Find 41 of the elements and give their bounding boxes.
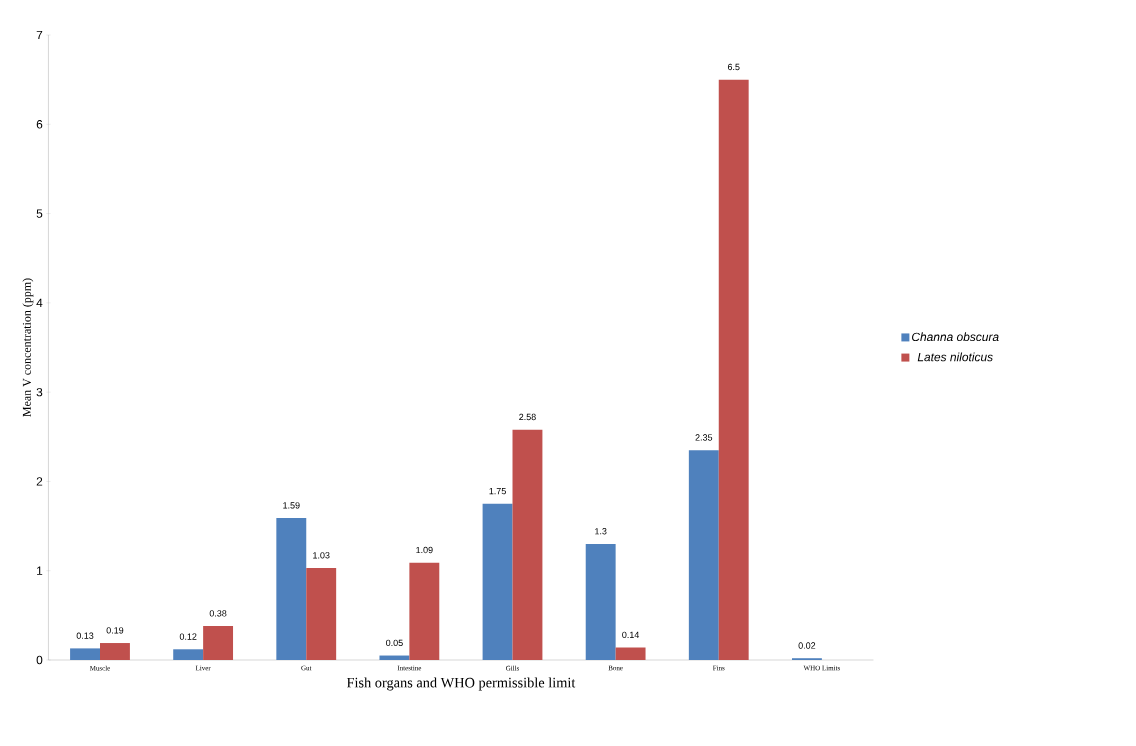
bar	[615, 647, 646, 660]
bar	[70, 648, 100, 660]
y-tick-label: 1	[37, 566, 43, 575]
bar	[585, 543, 616, 660]
data-label: 1.3	[595, 528, 607, 535]
bar	[482, 503, 513, 660]
bar	[512, 429, 543, 660]
y-tick-label: 0	[36, 655, 43, 665]
y-tick-label: 2	[36, 477, 43, 486]
y-tick-label: 3	[36, 387, 43, 397]
data-label: 0.12	[179, 633, 197, 640]
data-label: 1.09	[416, 546, 433, 554]
bar	[379, 655, 410, 660]
data-label: 0.05	[386, 639, 403, 647]
x-axis-title: Fish organs and WHO permissible limit	[346, 677, 576, 691]
legend-label: Channa obscura	[912, 332, 999, 342]
y-tick-label: 7	[36, 30, 43, 40]
bar	[409, 562, 440, 660]
bar	[173, 649, 204, 660]
data-label: 1.03	[313, 552, 330, 559]
bar	[688, 450, 719, 660]
y-tick-label: 6	[36, 120, 43, 129]
data-label: 0.38	[209, 610, 227, 617]
data-label: 2.58	[519, 413, 536, 421]
bar	[718, 79, 749, 660]
y-tick-label: 4	[36, 298, 43, 307]
data-label: 2.35	[695, 434, 713, 441]
data-label: 0.14	[622, 631, 640, 638]
data-label: 0.13	[76, 632, 94, 639]
y-axis-title: Mean V concentration (ppm)	[22, 278, 34, 417]
bar	[276, 518, 307, 660]
data-label: 1.75	[489, 487, 506, 495]
bar	[203, 626, 234, 660]
data-label: 6.5	[727, 63, 740, 71]
bar	[100, 643, 130, 660]
data-label: 0.19	[106, 627, 124, 634]
data-label: 0.02	[798, 642, 816, 649]
data-label: 1.59	[283, 502, 300, 509]
bar	[306, 568, 337, 660]
legend-label: Lates niloticus	[917, 352, 993, 362]
y-tick-label: 5	[36, 209, 43, 218]
